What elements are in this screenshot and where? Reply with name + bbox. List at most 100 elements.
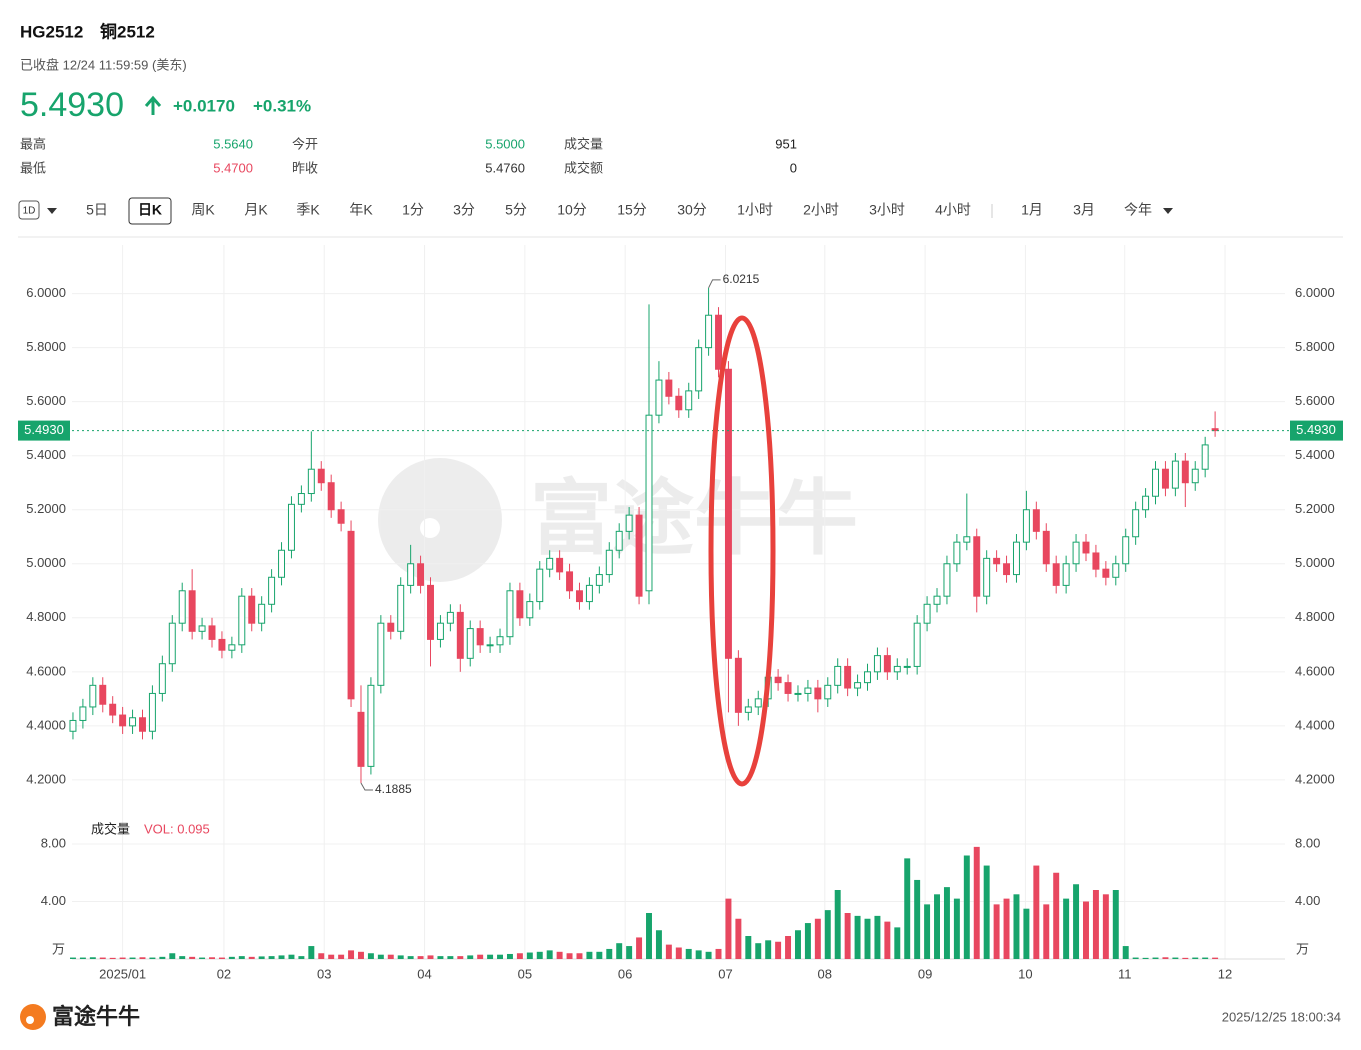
candle-body	[69, 719, 77, 732]
volume-bar	[1013, 894, 1020, 959]
candle-body	[1072, 541, 1080, 565]
volume-bar	[695, 950, 702, 959]
volume-bar	[109, 957, 116, 959]
y-tick-label-right: 5.6000	[1295, 393, 1335, 408]
candle-body	[734, 657, 742, 713]
brand-logo-eye	[26, 1016, 34, 1024]
tab[interactable]: 3月	[1073, 202, 1095, 218]
volume-bar	[288, 954, 295, 959]
stat-value: 5.4760	[485, 160, 525, 175]
y-tick-label: 4.6000	[26, 663, 66, 678]
volume-bar	[586, 951, 593, 959]
candle-body	[804, 687, 812, 694]
volume-bar	[983, 865, 990, 959]
volume-bar	[328, 954, 335, 959]
dropdown-caret[interactable]	[1163, 208, 1173, 214]
candle-body	[665, 379, 673, 397]
volume-bar	[377, 954, 384, 959]
candle-body	[605, 549, 613, 576]
tab[interactable]: 4小时	[935, 202, 971, 218]
volume-bar	[814, 918, 821, 959]
tab[interactable]: 5分	[505, 202, 527, 218]
interval-icon[interactable]: 1D	[23, 206, 36, 217]
candle-body	[367, 684, 375, 767]
volume-bar	[1182, 957, 1189, 959]
y-tick-label: 5.6000	[26, 393, 66, 408]
candle-body	[744, 706, 752, 713]
volume-bar	[1112, 890, 1119, 959]
candle-body	[784, 682, 792, 694]
last-price-box-right	[1290, 420, 1343, 441]
tab[interactable]: 1分	[402, 202, 424, 218]
candle-body	[427, 584, 434, 640]
candle-body	[327, 482, 335, 511]
tab[interactable]: 月K	[244, 202, 268, 218]
candle-body	[724, 368, 732, 659]
candle-body	[715, 314, 723, 370]
tab[interactable]: 10分	[557, 202, 587, 218]
tab[interactable]: 日K	[138, 202, 162, 218]
candle-body	[575, 590, 583, 603]
tab[interactable]: 2小时	[803, 202, 839, 218]
candle-body	[109, 703, 117, 716]
volume-bar	[675, 947, 682, 959]
volume-bar	[199, 957, 206, 959]
stats: 最高 5.5640 最低 5.4700 今开 5.5000 昨收 5.4760 成交量 951 成交…	[20, 136, 797, 175]
volume-title: 成交量	[91, 821, 130, 836]
candle-body	[943, 563, 951, 597]
candle-body	[1012, 541, 1020, 576]
tab-selected-box[interactable]	[128, 197, 172, 225]
tab[interactable]: 30分	[677, 202, 707, 218]
volume-bar	[904, 858, 911, 959]
stat-value: 5.5640	[213, 136, 253, 151]
volume-bar	[69, 957, 76, 959]
volume-bar	[189, 956, 196, 959]
candle-body	[456, 611, 464, 659]
tab[interactable]: 3小时	[869, 202, 905, 218]
tab[interactable]: 3分	[453, 202, 475, 218]
y-tick-label-right: 5.2000	[1295, 501, 1335, 516]
tab[interactable]: 1小时	[737, 202, 773, 218]
candle-body	[1082, 541, 1090, 554]
price-change-pct: +0.31%	[253, 96, 311, 115]
volume-bar	[874, 915, 881, 959]
candle-body	[1092, 552, 1100, 570]
candle-body	[913, 622, 921, 667]
volume-bar	[1043, 904, 1050, 959]
volume-bar	[407, 956, 414, 959]
candle-body	[645, 414, 653, 592]
volume-bar	[348, 950, 355, 959]
candle-body	[1122, 536, 1130, 565]
volume-bar	[89, 957, 96, 959]
volume-bar	[278, 955, 285, 959]
tab[interactable]: 季K	[296, 202, 320, 218]
candle-body	[178, 590, 186, 624]
volume-bar	[536, 951, 543, 959]
candle-body	[258, 603, 266, 624]
volume-bar	[487, 954, 494, 959]
dropdown-caret[interactable]	[47, 208, 57, 214]
tab[interactable]: 年K	[349, 202, 373, 218]
candle-body	[466, 628, 474, 659]
candle-body	[615, 530, 623, 551]
tab[interactable]: 1月	[1021, 202, 1043, 218]
y-tick-label-right: 5.4000	[1295, 447, 1335, 462]
volume-bar	[358, 951, 364, 959]
tab[interactable]: 5日	[86, 202, 108, 218]
candle-body	[387, 622, 395, 632]
candle-body	[1132, 509, 1140, 538]
tab[interactable]: 今年	[1124, 202, 1152, 218]
candle-body	[79, 706, 87, 721]
candle-body	[705, 314, 713, 349]
volume-bar	[209, 957, 215, 959]
y-tick-label-right: 4.4000	[1295, 717, 1335, 732]
candle-body	[496, 636, 504, 646]
interval-icon-box[interactable]	[18, 200, 40, 220]
candle-body	[1181, 460, 1189, 484]
candle-body	[198, 625, 206, 632]
y-tick-label: 4.2000	[26, 771, 66, 786]
volume-bar	[934, 894, 940, 959]
tab[interactable]: 周K	[191, 202, 215, 218]
candle-body	[1112, 563, 1120, 578]
tab[interactable]: 15分	[617, 202, 647, 218]
